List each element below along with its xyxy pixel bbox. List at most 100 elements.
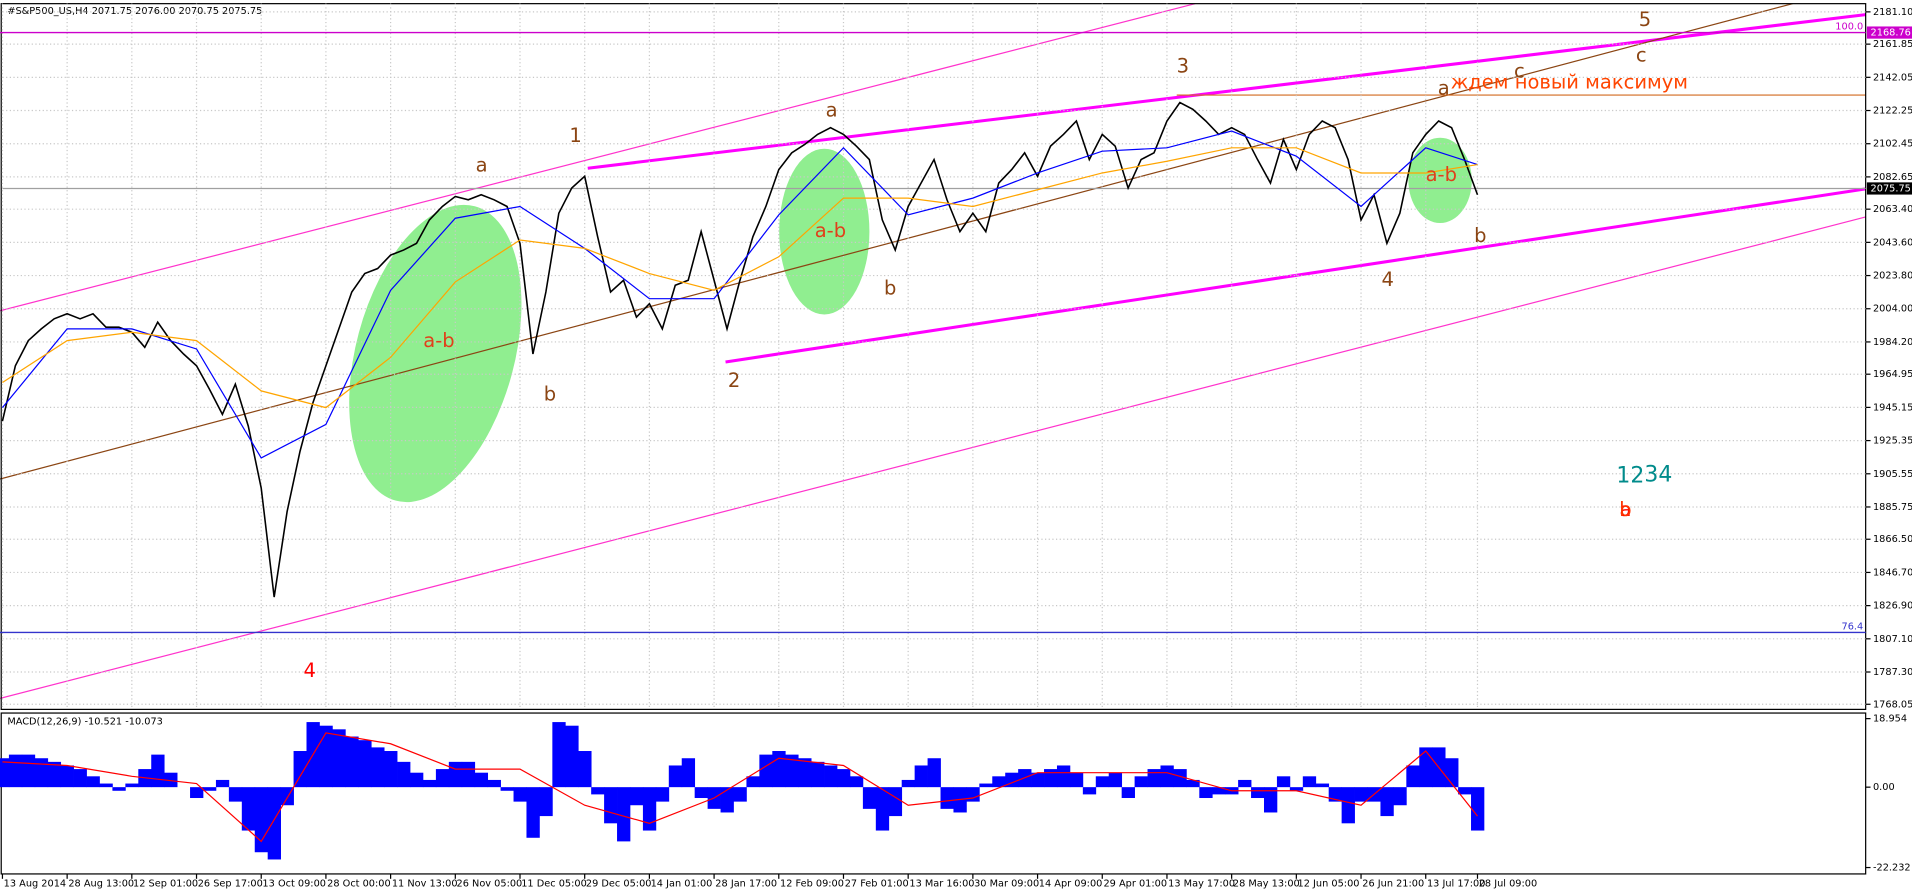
x-tick-label: 28 Aug 13:00 [68,879,134,890]
x-tick-label: 12 Feb 09:00 [780,879,844,890]
y-tick-label: 1768.05 [1873,699,1912,710]
histogram-bar [1121,787,1135,799]
annotation: b [884,276,896,299]
histogram-bar [125,783,139,788]
histogram-bar [1354,787,1368,802]
histogram-bar [345,736,359,788]
histogram-bar [254,787,269,853]
histogram-bar [34,758,49,788]
highlight-ellipse [349,204,522,503]
x-tick-label: 14 Apr 09:00 [1039,879,1103,890]
x-tick-label: 28 May 13:00 [1233,879,1300,890]
histogram-bar [824,765,838,788]
histogram-bar [720,787,734,813]
histogram-bar [8,754,23,788]
histogram-bar [526,787,540,838]
x-tick-label: 11 Dec 05:00 [521,879,587,890]
x-tick-label: 11 Nov 13:00 [392,879,458,890]
y-tick-label: 0.00 [1873,782,1895,793]
histogram-bar [617,787,631,842]
histogram-bar [461,761,476,788]
histogram-bar [642,787,657,831]
y-tick-label: 18.954 [1873,714,1907,725]
histogram-bar [190,787,204,799]
histogram-bar [1471,787,1485,831]
histogram-bar [1238,779,1252,788]
histogram-bar [1263,787,1278,813]
histogram-bar [655,787,670,802]
histogram-bar [681,758,696,788]
y-tick-label: 1826.90 [1873,601,1912,612]
histogram-bar [798,758,812,788]
trend-line [0,3,1793,480]
histogram-bar [215,779,230,788]
histogram-bar [785,754,799,788]
histogram-bar [358,740,372,788]
annotation: a [476,153,488,176]
histogram-bar [99,783,113,788]
histogram-bar [888,787,903,817]
histogram-bar [1199,787,1213,799]
histogram-bar [1406,765,1420,788]
histogram-bar [849,776,864,788]
annotation: b [1619,498,1631,521]
histogram-bar [578,751,592,788]
histogram-bar [629,787,644,806]
y-tick-label: -22.232 [1873,863,1911,874]
y-tick-label: 2181.10 [1873,7,1912,18]
y-tick-label: 2102.45 [1873,139,1912,150]
series-line [1,101,1479,598]
histogram-bar [371,747,385,788]
level-label: 100.0 [1835,21,1863,32]
channel-line [725,187,1866,364]
histogram-bar [1082,787,1097,795]
price-panel [0,3,1866,700]
histogram-bar [112,787,126,791]
histogram-bar [1108,772,1123,788]
histogram-bar [1134,776,1148,788]
histogram-bar [862,787,877,809]
level-label: 76.4 [1842,621,1864,632]
histogram-bar [513,787,527,802]
y-tick-label: 2043.60 [1873,237,1912,248]
annotation: 4 [304,659,316,682]
histogram-bar [604,787,618,824]
histogram-bar [811,761,825,788]
histogram-bar [21,754,36,788]
histogram-bar [500,787,514,791]
indicator-title: MACD(12,26,9) -10.521 -10.073 [7,717,163,728]
y-tick-label: 2142.05 [1873,72,1912,83]
annotation: a-b [1426,163,1457,186]
x-tick-label: 26 Jun 21:00 [1362,879,1424,890]
annotation: 12 [1616,464,1644,489]
panel-border [0,3,1867,710]
histogram-bar [1328,787,1342,802]
histogram-bar [241,787,256,831]
channel-line [0,3,1196,312]
y-tick-label: 1846.70 [1873,567,1912,578]
histogram-bar [992,776,1006,788]
histogram-bar [875,787,890,831]
x-tick-label: 30 Mar 09:00 [974,879,1039,890]
histogram-bar [1276,776,1291,788]
histogram-bar [422,779,437,788]
x-tick-label: 13 Aug 2014 [4,879,66,890]
histogram-bar [474,772,489,788]
y-tick-label: 1984.20 [1873,337,1912,348]
histogram-bar [591,787,605,795]
y-tick-label: 1807.10 [1873,634,1912,645]
y-tick-label: 2063.40 [1873,204,1912,215]
x-tick-label: 12 Sep 01:00 [133,879,198,890]
histogram-bar [927,758,941,788]
histogram-bar [151,754,165,788]
histogram-bar [1212,787,1226,795]
histogram-bar [448,761,463,788]
histogram-bar [86,776,100,788]
x-tick-label: 29 Apr 01:00 [1103,879,1167,890]
x-tick-label: 26 Nov 05:00 [457,879,523,890]
histogram-bar [694,787,708,799]
price-box [1866,182,1912,195]
price-box-label: 2075.75 [1871,183,1911,194]
histogram-bar [979,783,993,788]
histogram-bar [1069,772,1084,788]
